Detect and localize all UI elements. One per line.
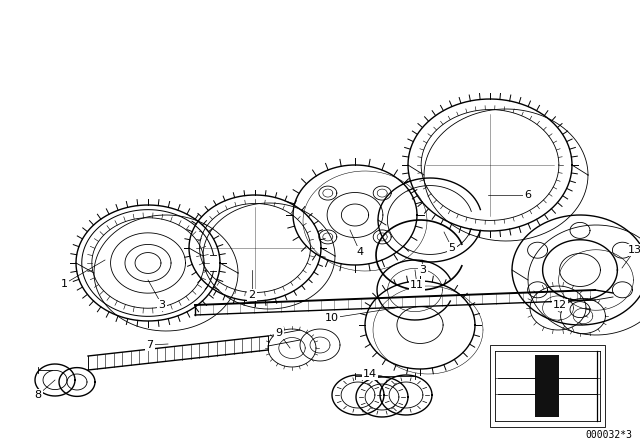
Text: 5: 5 (449, 243, 456, 253)
Text: 2: 2 (248, 290, 255, 300)
Text: 9: 9 (275, 328, 283, 338)
Text: 1: 1 (61, 279, 67, 289)
Text: 7: 7 (147, 340, 154, 350)
Text: 14: 14 (363, 369, 377, 379)
Text: 8: 8 (35, 390, 42, 400)
Text: 10: 10 (325, 313, 339, 323)
Bar (535, 355, 559, 417)
Text: 4: 4 (356, 247, 364, 257)
Text: 12: 12 (553, 300, 567, 310)
Text: 3: 3 (159, 300, 166, 310)
Text: 000032*3: 000032*3 (585, 430, 632, 440)
Text: 6: 6 (525, 190, 531, 200)
Text: 3: 3 (419, 265, 426, 275)
Text: 13: 13 (628, 245, 640, 255)
Bar (490, 345, 605, 427)
Text: 11: 11 (410, 280, 424, 290)
